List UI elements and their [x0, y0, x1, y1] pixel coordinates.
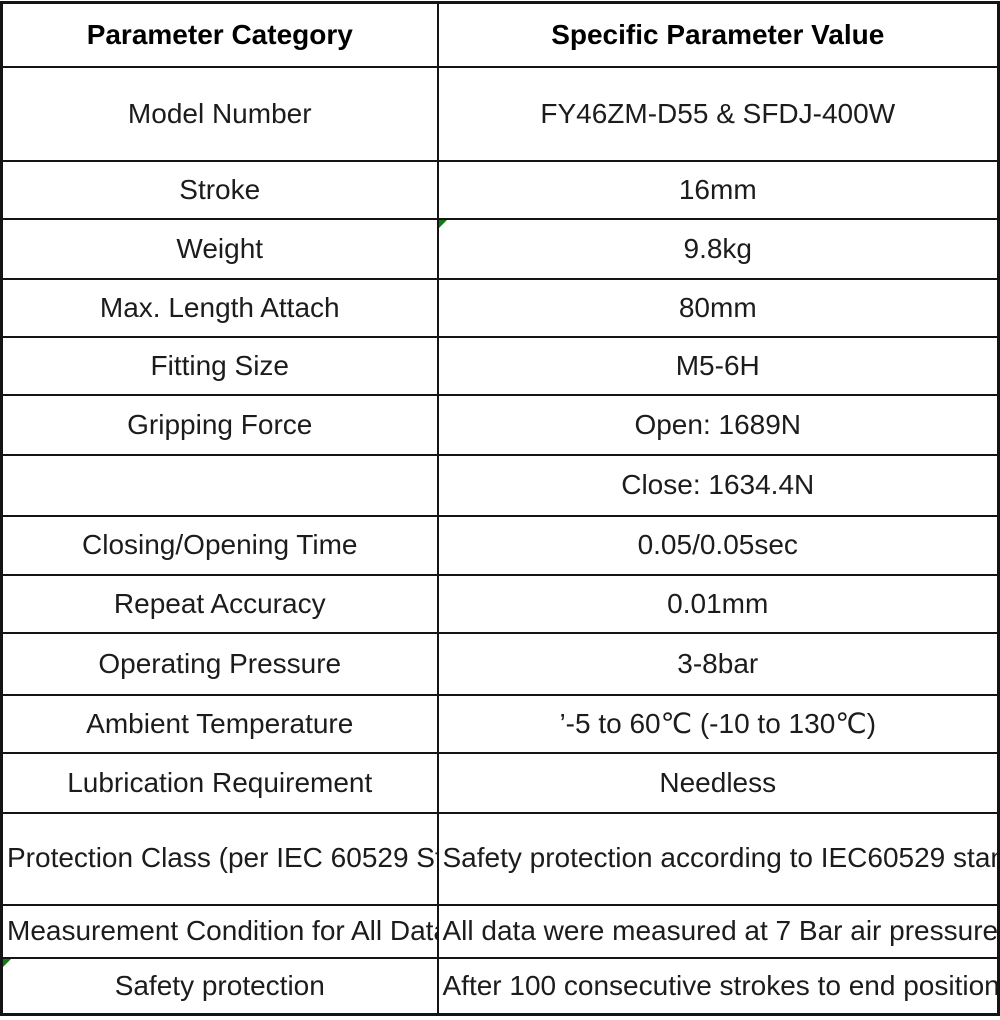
repeat-accuracy-label: Repeat Accuracy	[0, 573, 439, 634]
table-row: Ambient Temperature ’-5 to 60℃ (-10 to 1…	[0, 693, 1000, 754]
repeat-accuracy-value: 0.01mm	[436, 573, 1000, 634]
measurement-condition-value: All data were measured at 7 Bar air pres…	[436, 903, 1000, 959]
max-length-attach-value: 80mm	[436, 277, 1000, 338]
weight-label: Weight	[0, 217, 439, 280]
max-length-attach-label: Max. Length Attach	[0, 277, 439, 338]
table-row: Max. Length Attach 80mm	[0, 277, 1000, 338]
stroke-value: 16mm	[436, 159, 1000, 220]
comment-corner-icon	[439, 220, 447, 228]
table-row: Protection Class (per IEC 60529 Standard…	[0, 811, 1000, 906]
table-row: Operating Pressure 3-8bar	[0, 631, 1000, 696]
gripping-force-open-value: Open: 1689N	[436, 393, 1000, 456]
table-row: Measurement Condition for All Data All d…	[0, 903, 1000, 959]
weight-value-text: 9.8kg	[683, 232, 753, 264]
comment-corner-icon	[3, 959, 11, 967]
weight-value: 9.8kg	[436, 217, 1000, 280]
header-specific-parameter-value: Specific Parameter Value	[436, 1, 1000, 68]
operating-pressure-value: 3-8bar	[436, 631, 1000, 696]
header-row: Parameter Category Specific Parameter Va…	[0, 1, 1000, 68]
fitting-size-label: Fitting Size	[0, 335, 439, 396]
table-row: Weight 9.8kg	[0, 217, 1000, 280]
closing-opening-time-value: 0.05/0.05sec	[436, 514, 1000, 576]
protection-class-label: Protection Class (per IEC 60529 Standard…	[0, 811, 439, 906]
closing-opening-time-label: Closing/Opening Time	[0, 514, 439, 576]
stroke-label: Stroke	[0, 159, 439, 220]
table-row: Stroke 16mm	[0, 159, 1000, 220]
table-row: Model Number FY46ZM-D55 & SFDJ-400W	[0, 65, 1000, 162]
fitting-size-value: M5-6H	[436, 335, 1000, 396]
table-row: Fitting Size M5-6H	[0, 335, 1000, 396]
table-row: Closing/Opening Time 0.05/0.05sec	[0, 514, 1000, 576]
operating-pressure-label: Operating Pressure	[0, 631, 439, 696]
ambient-temperature-label: Ambient Temperature	[0, 693, 439, 754]
gripping-force-close-value: Close: 1634.4N	[436, 453, 1000, 517]
protection-class-value: Safety protection according to IEC60529 …	[436, 811, 1000, 906]
model-number-value: FY46ZM-D55 & SFDJ-400W	[436, 65, 1000, 162]
lubrication-requirement-label: Lubrication Requirement	[0, 751, 439, 814]
safety-protection-label-text: Safety protection	[114, 969, 325, 1001]
lubrication-requirement-value: Needless	[436, 751, 1000, 814]
table-row: Repeat Accuracy 0.01mm	[0, 573, 1000, 634]
safety-protection-label: Safety protection	[0, 956, 439, 1016]
measurement-condition-label: Measurement Condition for All Data	[0, 903, 439, 959]
table-row: Close: 1634.4N	[0, 453, 1000, 517]
table-row: Gripping Force Open: 1689N	[0, 393, 1000, 456]
gripping-force-label: Gripping Force	[0, 393, 439, 456]
table-row: Lubrication Requirement Needless	[0, 751, 1000, 814]
model-number-label: Model Number	[0, 65, 439, 162]
header-parameter-category: Parameter Category	[0, 1, 439, 68]
table-row: Safety protection After 100 consecutive …	[0, 956, 1000, 1016]
empty-label-cell	[0, 453, 439, 517]
ambient-temperature-value: ’-5 to 60℃ (-10 to 130℃)	[436, 693, 1000, 754]
safety-protection-value: After 100 consecutive strokes to end pos…	[436, 956, 1000, 1016]
